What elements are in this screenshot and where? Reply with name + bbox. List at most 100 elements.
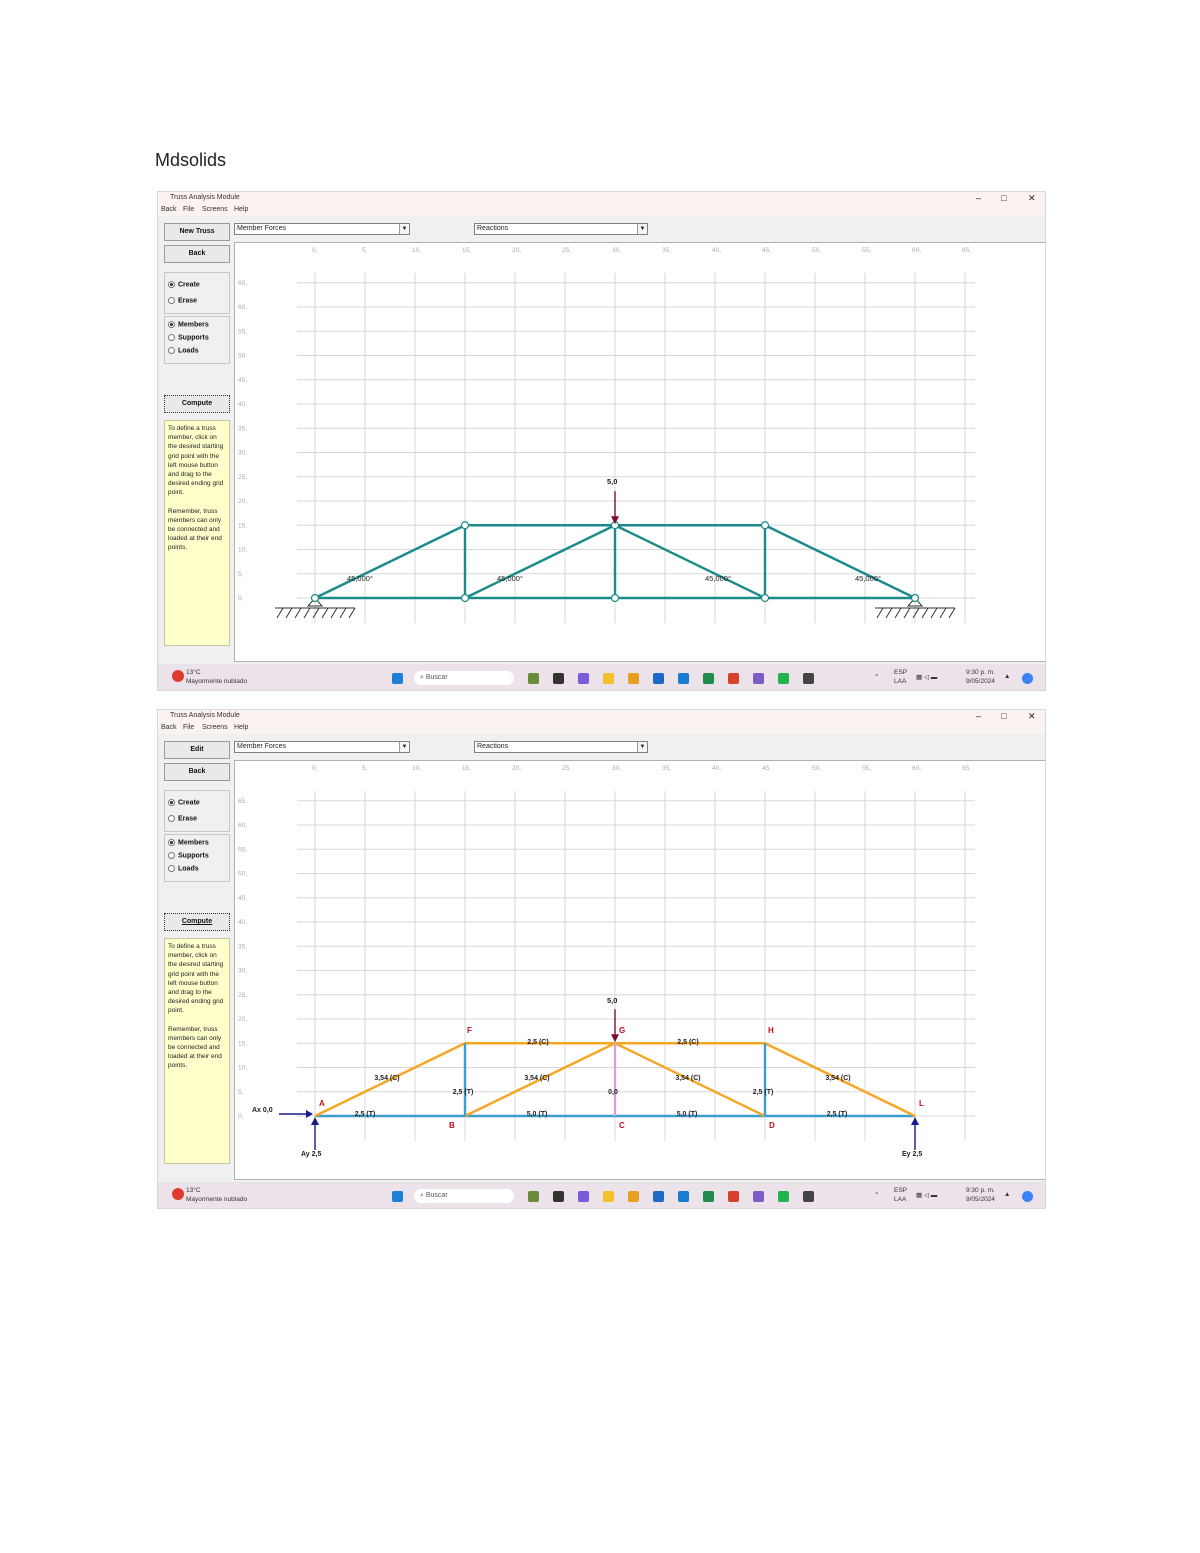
minimize-icon[interactable]: –	[976, 193, 982, 203]
reaction-label-ay: Ay 2,5	[301, 1151, 321, 1158]
new-truss-button[interactable]: New Truss	[164, 223, 230, 241]
radio-members[interactable]: Members	[168, 839, 209, 846]
notification-bell-icon[interactable]: ▲	[1004, 1191, 1011, 1198]
weather-icon[interactable]	[172, 1188, 184, 1200]
spotify-icon[interactable]	[778, 673, 789, 684]
radio-supports[interactable]: Supports	[168, 334, 209, 341]
force-label-CG: 0,0	[608, 1089, 618, 1096]
tray-language: ESP	[894, 1187, 908, 1194]
outlook-icon[interactable]	[653, 673, 664, 684]
ax-reaction-arrow-head	[306, 1110, 313, 1118]
clock-time[interactable]: 9:30 p. m.	[966, 669, 995, 676]
radio-members-dot	[168, 839, 175, 846]
chrome-icon[interactable]	[628, 673, 639, 684]
file-explorer-icon[interactable]	[603, 673, 614, 684]
radio-erase[interactable]: Erase	[168, 815, 197, 822]
radio-loads[interactable]: Loads	[168, 347, 199, 354]
truss-members	[314, 1042, 916, 1118]
edit-button[interactable]: Edit	[164, 741, 230, 759]
truss-members	[314, 524, 916, 600]
powerpoint-icon[interactable]	[728, 673, 739, 684]
notification-bell-icon[interactable]: ▲	[1004, 673, 1011, 680]
menu-back[interactable]: Back	[161, 724, 177, 731]
tray-chevron-icon[interactable]: ⌃	[874, 674, 880, 681]
radio-members[interactable]: Members	[168, 321, 209, 328]
load-value-label: 5,0	[607, 477, 617, 486]
widget-icon[interactable]	[528, 1191, 539, 1202]
y-tick-label: 20,	[238, 498, 247, 505]
radio-create[interactable]: Create	[168, 281, 200, 288]
radio-members-dot	[168, 321, 175, 328]
mail-icon[interactable]	[678, 673, 689, 684]
tray-network-volume-battery-icon[interactable]: ▦ ◁ ▬	[916, 1192, 938, 1199]
chrome-icon[interactable]	[628, 1191, 639, 1202]
taskbar-search-input[interactable]: ⌕ Buscar	[414, 1189, 514, 1203]
spotify-icon[interactable]	[778, 1191, 789, 1202]
widget-icon[interactable]	[528, 673, 539, 684]
powerpoint-icon[interactable]	[728, 1191, 739, 1202]
menu-screens[interactable]: Screens	[202, 724, 228, 731]
close-icon[interactable]: ✕	[1028, 193, 1036, 203]
maximize-icon[interactable]: □	[1001, 711, 1007, 721]
weather-temp: 13°C	[186, 1187, 201, 1194]
back-button[interactable]: Back	[164, 763, 230, 781]
tray-network-volume-battery-icon[interactable]: ▦ ◁ ▬	[916, 674, 938, 681]
copilot-tray-icon[interactable]	[1022, 673, 1033, 684]
file-explorer-icon[interactable]	[603, 1191, 614, 1202]
menu-file[interactable]: File	[183, 724, 195, 731]
excel-icon[interactable]	[703, 1191, 714, 1202]
compute-button[interactable]: Compute	[164, 913, 230, 931]
compute-button[interactable]: Compute	[164, 395, 230, 413]
chevron-down-icon: ▼	[637, 742, 647, 752]
menu-file[interactable]: File	[183, 206, 195, 213]
taskbar-search-input[interactable]: ⌕ Buscar	[414, 671, 514, 685]
copilot-icon[interactable]	[578, 673, 589, 684]
truss-drawing[interactable]: 0, 5, 10, 15, 20, 25, 30, 35, 40, 45, 50, 55, 60, 65,…	[235, 243, 1045, 661]
radio-loads[interactable]: Loads	[168, 865, 199, 872]
reactions-dropdown[interactable]: Reactions ▼	[474, 223, 648, 235]
mail-icon[interactable]	[678, 1191, 689, 1202]
copilot-icon[interactable]	[578, 1191, 589, 1202]
menu-screens[interactable]: Screens	[202, 206, 228, 213]
y-tick-label: 55,	[238, 328, 247, 335]
tray-chevron-icon[interactable]: ⌃	[874, 1192, 880, 1199]
drawing-canvas[interactable]: 0, 5, 10, 15, 20, 25, 30, 35, 40, 45, 50, 55, 60, 65,…	[234, 242, 1045, 662]
clock-time[interactable]: 9:30 p. m.	[966, 1187, 995, 1194]
mdsolids-icon[interactable]	[803, 673, 814, 684]
windows-start-icon[interactable]	[392, 1191, 403, 1202]
truss-results-drawing[interactable]: 0, 5, 10, 15, 20, 25, 30, 35, 40, 45, 50, 55, 60, 65,…	[235, 761, 1045, 1179]
menu-back[interactable]: Back	[161, 206, 177, 213]
excel-icon[interactable]	[703, 673, 714, 684]
weather-icon[interactable]	[172, 670, 184, 682]
reactions-dropdown[interactable]: Reactions ▼	[474, 741, 648, 753]
menu-help[interactable]: Help	[234, 206, 249, 213]
ground-hatch	[912, 607, 920, 619]
mdsolids-icon[interactable]	[803, 1191, 814, 1202]
drawing-canvas[interactable]: 0, 5, 10, 15, 20, 25, 30, 35, 40, 45, 50, 55, 60, 65,…	[234, 760, 1045, 1180]
joint-labels: A B C D F G H L	[319, 1026, 924, 1130]
back-button[interactable]: Back	[164, 245, 230, 263]
ground-hatch	[339, 607, 347, 619]
teams-icon[interactable]	[753, 1191, 764, 1202]
clock-date[interactable]: 9/05/2024	[966, 1196, 995, 1203]
teams-icon[interactable]	[753, 673, 764, 684]
task-view-icon[interactable]	[553, 673, 564, 684]
help-text-1: To define a truss member, click on the d…	[168, 425, 224, 497]
x-tick-label: 20,	[512, 247, 521, 254]
member-forces-dropdown[interactable]: Member Forces ▼	[234, 741, 410, 753]
minimize-icon[interactable]: –	[976, 711, 982, 721]
radio-create[interactable]: Create	[168, 799, 200, 806]
close-icon[interactable]: ✕	[1028, 711, 1036, 721]
windows-start-icon[interactable]	[392, 673, 403, 684]
task-view-icon[interactable]	[553, 1191, 564, 1202]
copilot-tray-icon[interactable]	[1022, 1191, 1033, 1202]
outlook-icon[interactable]	[653, 1191, 664, 1202]
radio-erase[interactable]: Erase	[168, 297, 197, 304]
menu-help[interactable]: Help	[234, 724, 249, 731]
clock-date[interactable]: 9/05/2024	[966, 678, 995, 685]
maximize-icon[interactable]: □	[1001, 193, 1007, 203]
radio-supports[interactable]: Supports	[168, 852, 209, 859]
truss-joint	[760, 521, 770, 530]
radio-erase-label: Erase	[178, 297, 198, 305]
member-forces-dropdown[interactable]: Member Forces ▼	[234, 223, 410, 235]
